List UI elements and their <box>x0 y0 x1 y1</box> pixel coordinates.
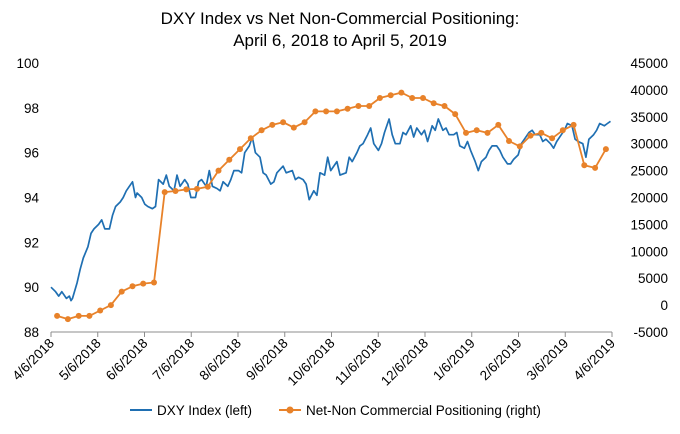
left-tick-label: 88 <box>24 325 39 340</box>
x-tick-label: 8/6/2018 <box>196 336 244 384</box>
net-data-point <box>301 119 308 126</box>
left-tick-label: 96 <box>24 146 39 161</box>
net-data-point <box>226 156 233 163</box>
left-y-axis-ticks: 88 90 92 94 96 98 100 <box>16 56 39 340</box>
net-data-point <box>473 127 480 134</box>
net-data-point <box>549 135 556 142</box>
net-positioning-markers <box>54 89 609 323</box>
legend-net-marker <box>286 406 294 414</box>
right-tick-label: 0 <box>660 298 668 313</box>
legend-dxy-label: DXY Index (left) <box>157 403 252 418</box>
net-data-point <box>527 132 534 139</box>
net-data-point <box>344 105 351 112</box>
left-tick-label: 92 <box>24 235 39 250</box>
net-data-point <box>237 146 243 153</box>
net-data-point <box>312 108 319 115</box>
net-data-point <box>333 108 340 115</box>
net-data-point <box>420 95 426 101</box>
x-tick-label: 4/6/2018 <box>9 336 57 384</box>
right-tick-label: 10000 <box>630 244 668 259</box>
left-tick-label: 100 <box>16 56 39 71</box>
right-tick-label: 25000 <box>630 164 668 179</box>
net-data-point <box>409 95 416 101</box>
net-data-point <box>376 95 383 101</box>
net-data-point <box>97 307 104 314</box>
legend: DXY Index (left) Net-Non Commercial Posi… <box>130 403 541 418</box>
net-data-point <box>516 143 523 150</box>
x-tick-label: 4/6/2019 <box>570 336 618 384</box>
right-y-axis-ticks: -5000 0 5000 10000 15000 20000 25000 30000 35000… <box>630 56 668 340</box>
right-tick-label: 15000 <box>630 217 668 232</box>
x-tick-label: 3/6/2019 <box>524 336 572 384</box>
right-tick-label: 5000 <box>638 271 668 286</box>
x-tick-label: 5/6/2018 <box>56 336 104 384</box>
chart-title-line-1: DXY Index vs Net Non-Commercial Position… <box>160 9 520 28</box>
x-axis-ticks: 4/6/20185/6/20186/6/20187/6/20188/6/2018… <box>9 332 618 389</box>
net-data-point <box>247 135 254 142</box>
net-data-point <box>140 280 147 287</box>
right-tick-label: 45000 <box>630 56 668 71</box>
left-tick-label: 98 <box>24 101 39 116</box>
net-data-point <box>54 312 61 319</box>
net-data-point <box>75 312 82 319</box>
net-data-point <box>161 189 168 196</box>
net-data-point <box>538 129 545 136</box>
chart-title-line-2: April 6, 2018 to April 5, 2019 <box>233 31 447 50</box>
net-data-point <box>129 283 136 290</box>
net-data-point <box>86 312 93 319</box>
net-data-point <box>280 119 287 126</box>
net-data-point <box>355 103 362 109</box>
right-tick-label: 30000 <box>630 137 668 152</box>
net-data-point <box>452 111 459 118</box>
net-data-point <box>194 185 200 192</box>
x-tick-label: 9/6/2018 <box>243 336 291 384</box>
net-data-point <box>581 162 588 169</box>
net-data-point <box>118 288 125 295</box>
net-data-point <box>570 121 577 128</box>
net-data-point <box>172 188 179 194</box>
net-data-point <box>258 127 265 134</box>
x-tick-label: 2/6/2019 <box>477 336 525 384</box>
net-data-point <box>269 121 276 128</box>
left-tick-label: 94 <box>24 191 40 206</box>
net-data-point <box>430 100 437 107</box>
net-data-point <box>495 121 502 128</box>
x-tick-label: 12/6/2018 <box>378 336 431 389</box>
net-data-point <box>387 92 394 99</box>
x-tick-label: 6/6/2018 <box>103 336 151 384</box>
right-tick-label: -5000 <box>633 325 668 340</box>
net-data-point <box>463 129 469 136</box>
net-data-point <box>215 167 222 174</box>
dxy-index-series-line <box>50 118 611 302</box>
net-data-point <box>441 103 448 109</box>
x-tick-label: 10/6/2018 <box>285 336 338 389</box>
net-data-point <box>592 164 599 171</box>
net-data-point <box>183 186 190 193</box>
net-data-point <box>484 129 491 136</box>
x-tick-label: 7/6/2018 <box>150 336 198 384</box>
right-tick-label: 40000 <box>630 83 668 98</box>
net-positioning-series-line <box>56 91 607 320</box>
right-tick-label: 20000 <box>630 191 668 206</box>
net-data-point <box>602 146 609 153</box>
net-data-point <box>64 316 71 323</box>
legend-net-label: Net-Non Commercial Positioning (right) <box>306 403 541 418</box>
net-data-point <box>398 89 405 96</box>
right-tick-label: 35000 <box>630 110 668 125</box>
x-tick-label: 11/6/2018 <box>332 336 384 388</box>
net-data-point <box>204 183 211 190</box>
net-data-point <box>506 138 512 144</box>
left-tick-label: 90 <box>24 280 39 295</box>
net-data-point <box>151 279 157 286</box>
net-data-point <box>559 127 566 134</box>
net-data-point <box>290 124 297 131</box>
net-data-point <box>366 103 373 109</box>
x-tick-label: 1/6/2019 <box>430 336 478 384</box>
net-data-point <box>107 302 114 309</box>
net-data-point <box>323 108 330 115</box>
